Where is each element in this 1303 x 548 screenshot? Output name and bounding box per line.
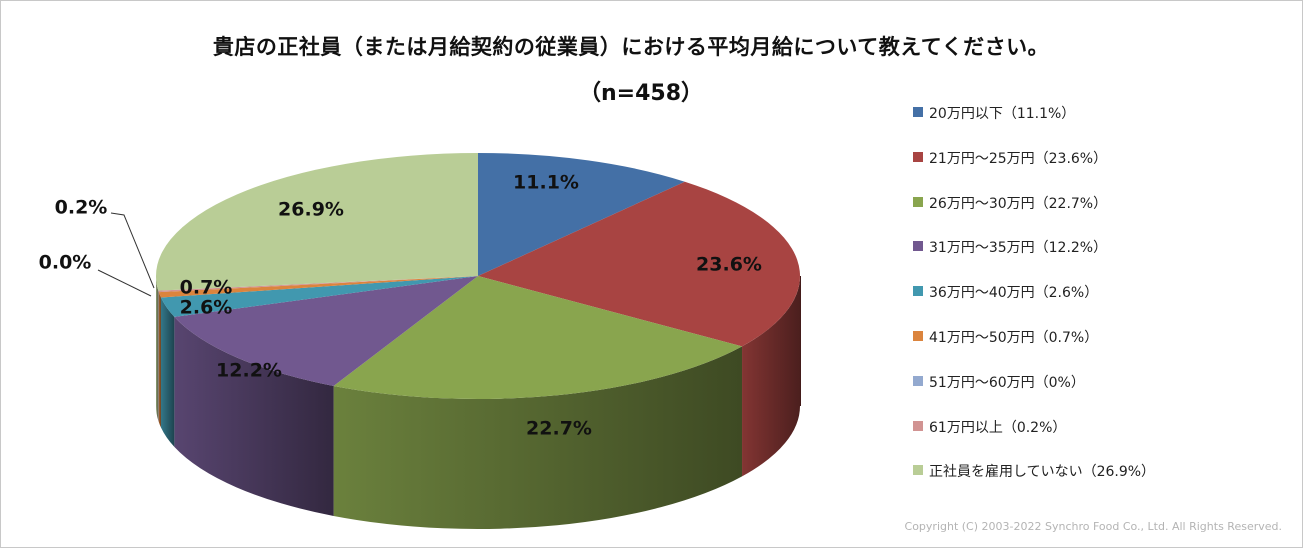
legend-swatch: [913, 330, 923, 341]
slice-5-side: [160, 297, 175, 447]
leader-lines: [97, 212, 155, 297]
slice-8-leader: [110, 212, 155, 289]
legend-swatch: [913, 286, 923, 297]
slice-6-top: [158, 276, 478, 298]
legend-item: 41万円～50万円（0.7%）: [913, 327, 1155, 372]
chart-subtitle: （n=458）: [578, 81, 704, 106]
pie-sides: [156, 276, 801, 529]
legend-label: 正社員を雇用していない（26.9%）: [929, 464, 1156, 481]
slice-2-label: 23.6%: [696, 254, 762, 276]
legend-swatch: [913, 151, 923, 162]
legend-label: 31万円～35万円（12.2%）: [929, 240, 1108, 257]
slice-1-top: [478, 153, 685, 276]
legend-label: 26万円～30万円（22.7%）: [929, 195, 1108, 212]
slice-9-side: [156, 276, 159, 421]
legend-swatch: [913, 420, 923, 431]
slice-2-top: [478, 181, 800, 347]
legend-item: 61万円以上（0.2%）: [913, 417, 1155, 462]
slice-6-side: [158, 292, 161, 428]
pie-top: [155, 153, 800, 399]
slice-9-top: [155, 153, 478, 291]
slice-3-label: 22.7%: [526, 418, 592, 440]
slice-8-top: [158, 276, 478, 293]
legend: 20万円以下（11.1%） 21万円～25万円（23.6%） 26万円～30万円（2…: [913, 103, 1155, 506]
pie-side-edge: [800, 276, 801, 406]
slice-1-label: 11.1%: [513, 172, 579, 194]
copyright-text: Copyright (C) 2003-2022 Synchro Food Co.…: [904, 520, 1282, 533]
legend-item: 51万円～60万円（0%）: [913, 372, 1155, 417]
slice-7-leader: [97, 269, 152, 297]
slice-2-side: [742, 276, 800, 477]
legend-swatch: [913, 375, 923, 386]
legend-item: 36万円～40万円（2.6%）: [913, 282, 1155, 327]
data-labels: 11.1% 23.6% 22.7% 12.2% 2.6%0.7% 0.0% 0.2% 26.9…: [39, 172, 762, 440]
slice-4-side: [174, 316, 334, 516]
legend-swatch: [913, 465, 923, 476]
pie-chart: 11.1% 23.6% 22.7% 12.2% 2.6%0.7% 0.0% 0.2% 26.9…: [39, 153, 801, 529]
legend-item: 正社員を雇用していない（26.9%）: [913, 461, 1155, 506]
legend-swatch: [913, 107, 923, 117]
legend-item: 26万円～30万円（22.7%）: [913, 193, 1155, 238]
slice-4-label: 12.2%: [216, 360, 282, 382]
slice-9-label: 26.9%: [278, 199, 344, 221]
legend-label: 41万円～50万円（0.7%）: [929, 329, 1099, 346]
slice-6-label: 0.7%: [180, 277, 233, 299]
slice-5-label: 2.6%: [180, 297, 233, 319]
slice-8-label: 0.2%: [55, 197, 108, 219]
chart-title: 貴店の正社員（または月給契約の従業員）における平均月給について教えてください。: [212, 35, 1050, 59]
legend-label: 51万円～60万円（0%）: [929, 374, 1085, 391]
slice-3-side: [333, 346, 743, 529]
slice-5-top: [160, 276, 479, 317]
legend-swatch: [913, 196, 923, 207]
slice-3-top: [333, 276, 743, 399]
legend-swatch: [913, 241, 923, 252]
slice-4-top: [174, 276, 478, 386]
legend-label: 20万円以下（11.1%）: [929, 106, 1076, 122]
legend-label: 36万円～40万円（2.6%）: [929, 285, 1099, 302]
legend-item: 20万円以下（11.1%）: [913, 103, 1155, 148]
legend-label: 61万円以上（0.2%）: [929, 419, 1067, 436]
legend-item: 21万円～25万円（23.6%）: [913, 148, 1155, 193]
legend-label: 21万円～25万円（23.6%）: [929, 150, 1108, 167]
legend-item: 31万円～35万円（12.2%）: [913, 237, 1155, 282]
slice-7-label: 0.0%: [39, 252, 92, 274]
slice-8-side: [158, 290, 159, 423]
